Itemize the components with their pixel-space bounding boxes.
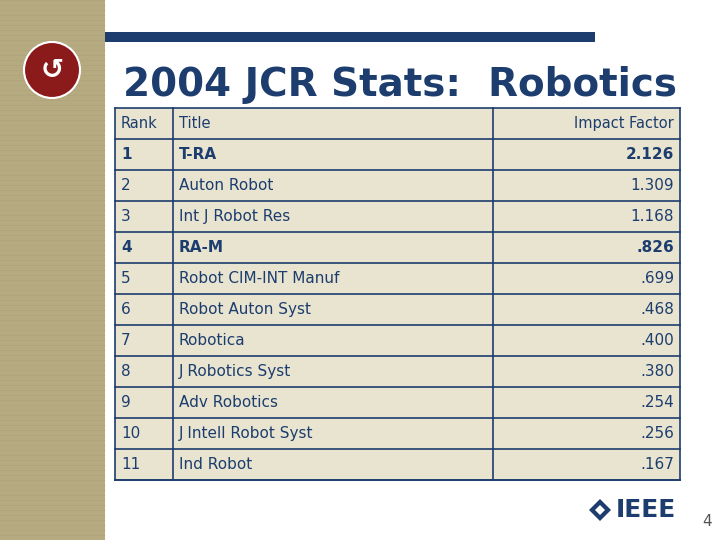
Text: Auton Robot: Auton Robot — [179, 178, 274, 193]
Text: 9: 9 — [121, 395, 131, 410]
Text: IEEE: IEEE — [616, 498, 676, 522]
Text: .167: .167 — [640, 457, 674, 472]
Text: 6: 6 — [121, 302, 131, 317]
Text: 7: 7 — [121, 333, 130, 348]
Text: Robot CIM-INT Manuf: Robot CIM-INT Manuf — [179, 271, 339, 286]
Text: Robotica: Robotica — [179, 333, 246, 348]
Text: RA-M: RA-M — [179, 240, 224, 255]
Bar — [0, 0, 105, 540]
Polygon shape — [589, 499, 611, 521]
Text: Int J Robot Res: Int J Robot Res — [179, 209, 290, 224]
Text: 4: 4 — [121, 240, 132, 255]
Text: J Intell Robot Syst: J Intell Robot Syst — [179, 426, 313, 441]
Text: 4: 4 — [702, 515, 712, 530]
Text: 2: 2 — [121, 178, 130, 193]
Text: 1.168: 1.168 — [631, 209, 674, 224]
Text: Rank: Rank — [121, 116, 158, 131]
Text: 3: 3 — [121, 209, 131, 224]
Text: 11: 11 — [121, 457, 140, 472]
Bar — [105, 32, 595, 42]
Text: T-RA: T-RA — [179, 147, 217, 162]
Text: ↺: ↺ — [40, 56, 63, 84]
Text: .400: .400 — [640, 333, 674, 348]
Text: 1.309: 1.309 — [631, 178, 674, 193]
Text: .468: .468 — [640, 302, 674, 317]
Text: .699: .699 — [640, 271, 674, 286]
Text: 1: 1 — [121, 147, 132, 162]
Text: 2004 JCR Stats:  Robotics: 2004 JCR Stats: Robotics — [123, 66, 677, 104]
Text: 2.126: 2.126 — [626, 147, 674, 162]
Circle shape — [24, 42, 80, 98]
Text: Robot Auton Syst: Robot Auton Syst — [179, 302, 311, 317]
Text: .826: .826 — [636, 240, 674, 255]
Text: Ind Robot: Ind Robot — [179, 457, 252, 472]
Text: Title: Title — [179, 116, 210, 131]
Text: 8: 8 — [121, 364, 130, 379]
Text: 10: 10 — [121, 426, 140, 441]
Bar — [115, 108, 680, 480]
Text: .256: .256 — [640, 426, 674, 441]
Text: Impact Factor: Impact Factor — [575, 116, 674, 131]
Text: .254: .254 — [640, 395, 674, 410]
Text: J Robotics Syst: J Robotics Syst — [179, 364, 292, 379]
Text: .380: .380 — [640, 364, 674, 379]
Text: Adv Robotics: Adv Robotics — [179, 395, 278, 410]
Text: 5: 5 — [121, 271, 130, 286]
Polygon shape — [595, 505, 605, 515]
